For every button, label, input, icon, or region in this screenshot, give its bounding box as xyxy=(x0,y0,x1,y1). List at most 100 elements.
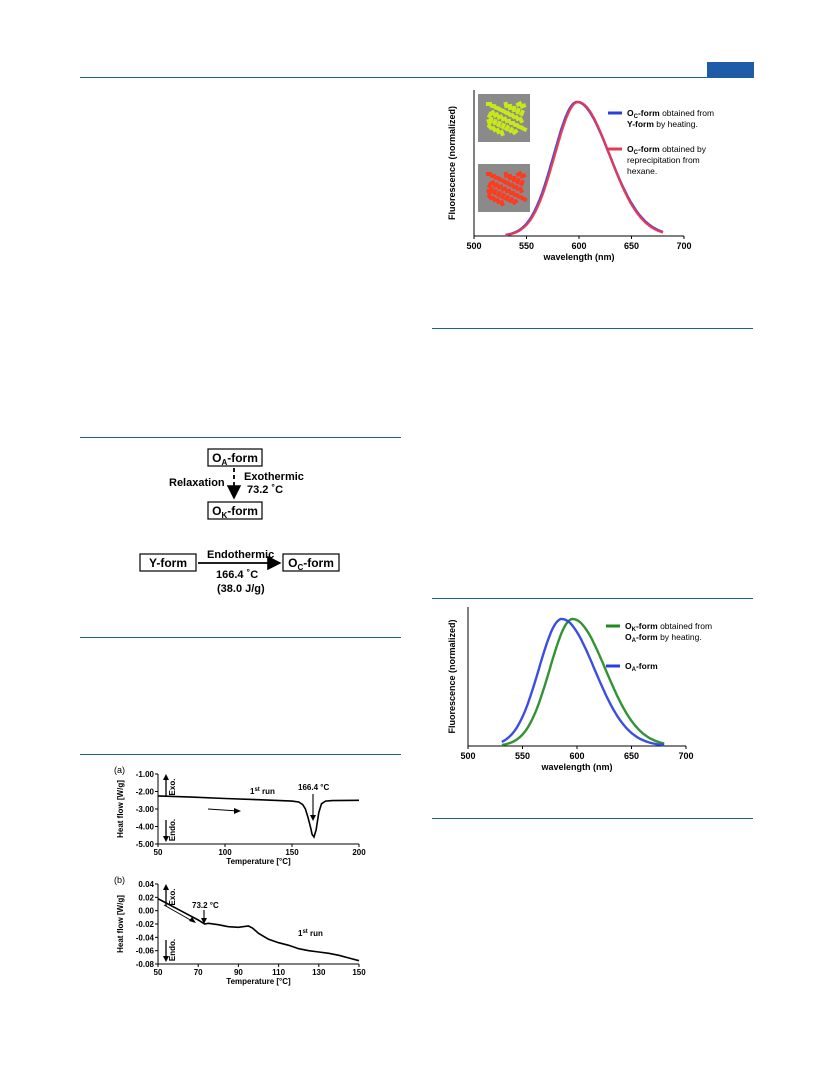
y-tick-label: -0.06 xyxy=(136,947,155,956)
x-axis-label: wavelength (nm) xyxy=(542,252,614,262)
legend-label-1: OA-form xyxy=(625,661,658,673)
rule-dsc-top xyxy=(80,754,401,755)
crystal-fragment xyxy=(519,179,525,187)
y-tick-label: -0.02 xyxy=(136,920,155,929)
x-tick-label: 110 xyxy=(272,968,285,977)
rule-scheme-bottom xyxy=(80,637,401,638)
y-tick-label: 0.00 xyxy=(138,907,154,916)
x-tick-label: 130 xyxy=(312,968,326,977)
legend-label-0-line2: Y-form by heating. xyxy=(627,119,698,129)
direction-arrow-head xyxy=(189,917,196,923)
legend-label-0-line2: OA-form by heating. xyxy=(625,632,702,644)
rule-scheme-top xyxy=(80,437,401,438)
header-tab xyxy=(707,62,754,77)
crystal-fragment xyxy=(499,129,505,137)
crystal-fragment xyxy=(486,181,494,189)
exo-arrow-head xyxy=(163,774,169,780)
crystal-fragment xyxy=(496,113,504,121)
peak-annotation: 166.4 °C xyxy=(298,783,329,792)
x-tick-label: 500 xyxy=(460,751,475,761)
x-tick-label: 700 xyxy=(676,241,691,251)
crystal-fragment xyxy=(511,128,519,136)
crystal-fragment xyxy=(486,111,494,119)
y-tick-label: 0.02 xyxy=(138,893,154,902)
y-tick-label: -5.00 xyxy=(136,840,155,849)
crystal-fragment xyxy=(511,105,517,113)
x-tick-label: 650 xyxy=(624,241,639,251)
crystal-fragment xyxy=(517,186,525,194)
crystal-fragment xyxy=(486,118,492,126)
crystal-fragment xyxy=(494,197,502,205)
crystal-fragment xyxy=(513,184,521,192)
relaxation-label: Relaxation xyxy=(169,477,225,489)
legend-label-0: OC-form obtained from xyxy=(627,108,714,120)
dsc-trace xyxy=(157,897,360,962)
y-axis-label: Fluorescence (normalized) xyxy=(447,619,457,733)
crystal-fragment xyxy=(503,171,509,179)
peak-annotation: 73.2 °C xyxy=(192,901,219,910)
direction-arrow xyxy=(163,904,195,923)
y-box-label: Y-form xyxy=(149,556,187,570)
peak-arrow-head xyxy=(201,918,207,924)
x-tick-label: 50 xyxy=(154,848,163,857)
x-tick-label: 150 xyxy=(285,848,299,857)
crystal-fragment xyxy=(503,101,509,109)
y-axis-label: Heat flow [W/g] xyxy=(116,780,125,838)
endo-arrow-head xyxy=(163,836,169,842)
x-tick-label: 150 xyxy=(352,968,366,977)
crystal-fragment xyxy=(492,188,498,196)
x-axis-label: Temperature [°C] xyxy=(226,977,291,986)
x-tick-label: 550 xyxy=(515,751,530,761)
crystal-fragment xyxy=(496,183,504,191)
x-tick-label: 50 xyxy=(154,968,163,977)
x-axis-label: Temperature [°C] xyxy=(226,857,291,866)
panel-label-b: (b) xyxy=(114,875,125,885)
crystal-fragment xyxy=(513,114,521,122)
legend-label-1: OC-form obtained by xyxy=(627,144,707,156)
series-line-1 xyxy=(505,100,664,237)
crystal-fragment xyxy=(511,198,519,206)
crystal-fragment xyxy=(519,109,525,117)
crystal-fragment xyxy=(486,102,492,106)
y-tick-label: -0.08 xyxy=(136,960,155,969)
y-axis-label: Fluorescence (normalized) xyxy=(447,106,457,220)
crystal-fragment xyxy=(515,107,521,115)
oa-box-label: OA-form xyxy=(212,451,258,467)
y-tick-label: -3.00 xyxy=(136,805,155,814)
crystal-fragment xyxy=(499,122,507,130)
x-tick-label: 700 xyxy=(678,751,693,761)
rule-fl2-top xyxy=(432,598,753,599)
crystal-fragment xyxy=(520,125,528,133)
crystal-fragment xyxy=(486,188,492,196)
x-tick-label: 100 xyxy=(218,848,232,857)
y-tick-label: -0.04 xyxy=(136,933,155,942)
crystal-fragment xyxy=(499,192,507,200)
x-tick-label: 600 xyxy=(571,241,586,251)
exo-label: Exo. xyxy=(168,889,177,906)
enthalpy-label: (38.0 J/g) xyxy=(217,583,265,595)
fluorescence-chart-ok: 500 550 600 650 700 wavelength (nm) Fluorescen… xyxy=(447,607,712,772)
x-tick-label: 650 xyxy=(624,751,639,761)
series-line-0 xyxy=(501,617,665,747)
endo-arrow-head xyxy=(163,956,169,962)
exothermic-label: Exothermic xyxy=(244,471,304,483)
phase-scheme: OA-form Relaxation Exothermic 73.2 ˚C OK… xyxy=(139,448,340,595)
x-tick-label: 550 xyxy=(519,241,534,251)
crystal-fragment xyxy=(499,199,505,207)
x-tick-label: 70 xyxy=(194,968,203,977)
rule-fl1-bottom xyxy=(432,328,753,329)
crystal-fragment xyxy=(492,111,500,119)
exo-label: Exo. xyxy=(168,779,177,796)
exo-temp-label: 73.2 ˚C xyxy=(247,484,283,496)
crystal-fragment xyxy=(486,172,492,176)
dsc-trace xyxy=(157,795,360,839)
peak-arrow-head xyxy=(310,815,316,821)
ok-box-label: OK-form xyxy=(212,504,258,520)
crystal-fragment xyxy=(519,103,527,109)
header-rule xyxy=(80,77,754,78)
x-tick-label: 500 xyxy=(466,241,481,251)
crystal-fragment xyxy=(517,116,525,124)
crystal-fragment xyxy=(507,196,515,204)
